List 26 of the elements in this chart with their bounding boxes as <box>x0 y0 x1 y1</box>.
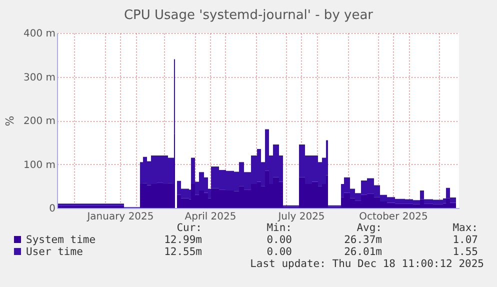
text: 26.37m <box>344 234 382 246</box>
text: 26.01m <box>344 246 382 258</box>
text: 12.99m <box>164 234 202 246</box>
text: Min: <box>266 222 292 234</box>
y-tick-label: 300 m <box>23 72 56 84</box>
text: Last update: Thu Dec 18 11:00:12 2025 <box>250 258 484 270</box>
text: 0.00 <box>266 234 292 246</box>
y-tick-label: 400 m <box>23 28 56 40</box>
text: Cur: <box>176 222 202 234</box>
text: Avg: <box>356 222 382 234</box>
x-tick-label: April 2025 <box>184 212 236 222</box>
text: 1.55 <box>452 246 478 258</box>
text: 12.55m <box>164 246 202 258</box>
text: Max: <box>452 222 478 234</box>
y-tick-label: 100 m <box>23 160 56 171</box>
y-tick-label: 200 m <box>23 116 56 127</box>
x-tick-label: July 2025 <box>277 212 325 222</box>
x-tick-label: October 2025 <box>359 212 428 222</box>
y-tick-label: 0 <box>49 204 56 214</box>
legend-label: User time <box>25 246 83 258</box>
y-axis-title: % <box>3 116 16 126</box>
chart-title: CPU Usage 'systemd-journal' - by year <box>122 8 374 23</box>
text: 1.07 <box>452 234 478 246</box>
x-tick-label: January 2025 <box>86 212 154 222</box>
text: 0.00 <box>266 246 292 258</box>
legend-label: System time <box>25 234 96 246</box>
